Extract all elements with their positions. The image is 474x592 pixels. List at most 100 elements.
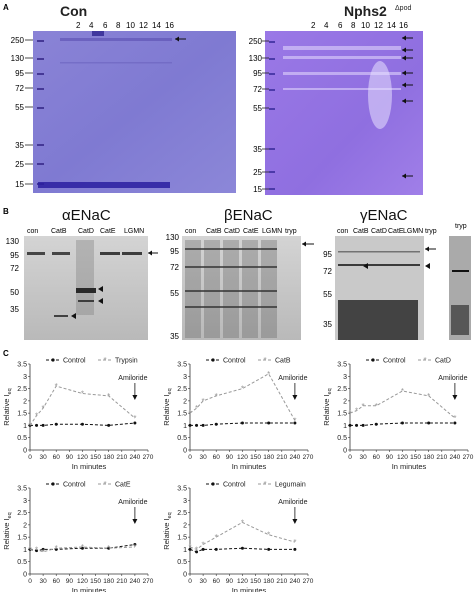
- data-point: *: [188, 543, 191, 552]
- marker-label: 95: [15, 69, 24, 78]
- gel-con-band-top: [60, 38, 172, 41]
- x-tick-label: 240: [449, 454, 460, 461]
- x-tick-label: 150: [410, 454, 421, 461]
- x-tick-label: 120: [397, 454, 408, 461]
- lane-label: LGMN: [403, 228, 423, 235]
- legend-label: CatB: [275, 358, 291, 365]
- x-tick-label: 60: [53, 578, 61, 585]
- y-tick-label: 1: [23, 547, 27, 554]
- marker-label: 35: [15, 141, 24, 150]
- data-point: [293, 421, 297, 425]
- data-point: *: [42, 548, 45, 557]
- data-point: *: [401, 387, 404, 396]
- blot-beta-bands: [185, 248, 277, 308]
- x-tick-label: 90: [66, 578, 74, 585]
- y-tick-label: 3: [183, 374, 187, 381]
- arrow-down-icon: [132, 519, 138, 524]
- data-point: [54, 422, 58, 426]
- legend-label: Control: [223, 358, 246, 365]
- x-tick-label: 270: [143, 454, 154, 461]
- x-tick-label: 90: [386, 454, 394, 461]
- x-tick-label: 60: [213, 454, 221, 461]
- x-tick-label: 270: [143, 578, 154, 585]
- y-tick-label: 3.5: [337, 362, 347, 369]
- x-tick-label: 120: [77, 578, 88, 585]
- lane-label: con: [27, 228, 38, 235]
- marker-label: 72: [15, 84, 24, 93]
- blot-beta-markers: 130 95 72 55 35: [166, 233, 180, 341]
- data-point: [214, 547, 218, 551]
- x-axis-label: In minutes: [392, 462, 427, 471]
- gel-con-dye-front: [38, 182, 170, 188]
- marker-label: 130: [249, 54, 263, 63]
- marker-label: 25: [253, 168, 262, 177]
- lane-label: 14: [387, 21, 396, 30]
- gel-nphs-marker-ticks: [262, 40, 269, 190]
- blot-gamma-lanes: con CatB CatD CatE LGMN tryp tryp: [337, 223, 467, 235]
- lane-label: CatD: [224, 228, 240, 235]
- gel-nphs-image: [265, 31, 423, 195]
- legend-label: Trypsin: [115, 358, 138, 365]
- y-tick-label: 0: [23, 448, 27, 455]
- marker-label: 55: [15, 103, 24, 112]
- arrow-icon: [148, 250, 158, 256]
- lane-label: CatB: [353, 228, 369, 235]
- legend-marker: [371, 358, 375, 362]
- lane-label: con: [185, 228, 196, 235]
- data-point: *: [362, 402, 365, 411]
- marker-label: 50: [10, 288, 19, 297]
- blot-beta-lanes: con CatB CatD CatE LGMN tryp: [185, 228, 297, 235]
- marker-label: 35: [323, 320, 332, 329]
- gel-con-marker-ticks: [25, 39, 33, 185]
- lane-label: 16: [165, 21, 174, 30]
- x-tick-label: 120: [237, 454, 248, 461]
- x-tick-label: 240: [289, 578, 300, 585]
- legend-marker: *: [263, 480, 266, 489]
- marker-label: 15: [253, 185, 262, 194]
- annotation-amiloride: Amiloride: [278, 499, 307, 506]
- marker-label: 250: [11, 36, 25, 45]
- y-tick-label: 0: [183, 572, 187, 579]
- x-tick-label: 150: [90, 578, 101, 585]
- data-point: [35, 423, 39, 427]
- lane-label: CatE: [243, 228, 259, 235]
- data-point: [427, 421, 431, 425]
- x-tick-label: 30: [199, 578, 207, 585]
- legend-label: Control: [63, 482, 86, 489]
- x-tick-label: 30: [359, 454, 367, 461]
- legend-label: Control: [383, 358, 406, 365]
- lane-label: CatE: [388, 228, 404, 235]
- x-tick-label: 210: [276, 454, 287, 461]
- x-tick-label: 90: [66, 454, 74, 461]
- blot-alpha-markers: 130 95 72 50 35: [6, 237, 20, 314]
- lane-label: CatB: [206, 228, 222, 235]
- panel-letter-b: B: [3, 207, 9, 216]
- data-point: [201, 547, 205, 551]
- x-tick-label: 270: [463, 454, 474, 461]
- data-point: *: [215, 392, 218, 401]
- y-tick-label: 1.5: [17, 535, 27, 542]
- data-point: [361, 423, 365, 427]
- lane-label: con: [337, 228, 348, 235]
- blot-alpha-bands: [27, 240, 142, 317]
- data-point: [41, 547, 45, 551]
- x-tick-label: 210: [116, 454, 127, 461]
- data-point: [348, 423, 352, 427]
- x-tick-label: 180: [263, 454, 274, 461]
- annotation-amiloride: Amiloride: [118, 499, 147, 506]
- x-tick-label: 210: [116, 578, 127, 585]
- y-tick-label: 0: [343, 448, 347, 455]
- data-point: [374, 422, 378, 426]
- y-axis-label-subscript: eq: [327, 388, 333, 394]
- marker-label: 130: [11, 54, 25, 63]
- y-tick-label: 2: [343, 398, 347, 405]
- data-point: [201, 423, 205, 427]
- data-point: [195, 550, 199, 554]
- y-tick-label: 2: [183, 522, 187, 529]
- y-tick-label: 3.5: [177, 486, 187, 493]
- data-point: *: [202, 397, 205, 406]
- data-point: [41, 423, 45, 427]
- data-point: *: [293, 417, 296, 426]
- annotation-amiloride: Amiloride: [118, 375, 147, 382]
